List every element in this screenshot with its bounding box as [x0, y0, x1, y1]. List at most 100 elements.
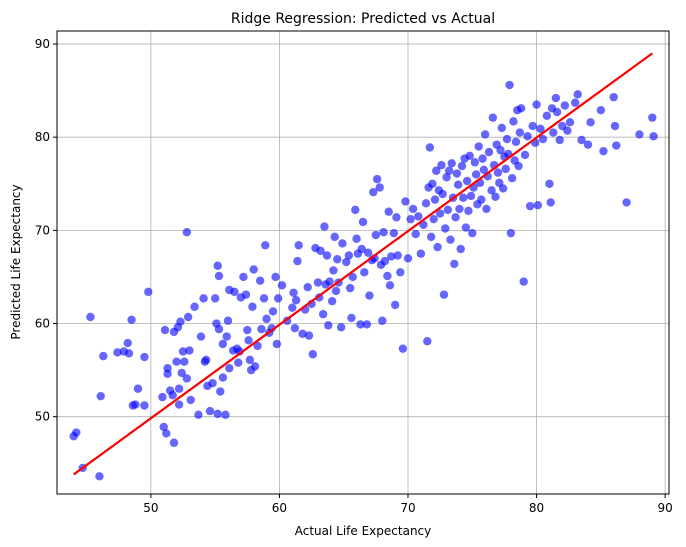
data-point	[298, 329, 307, 338]
data-point	[255, 276, 265, 285]
data-point	[384, 207, 393, 216]
data-point	[484, 147, 494, 157]
data-point	[216, 387, 225, 396]
x-tick-label: 60	[272, 501, 287, 515]
data-point	[507, 173, 517, 183]
data-point	[214, 324, 224, 334]
data-point	[369, 187, 378, 197]
data-point	[72, 428, 81, 437]
data-point	[268, 307, 278, 316]
data-point	[248, 302, 257, 311]
data-point	[329, 266, 338, 275]
data-point	[482, 204, 491, 214]
data-point	[552, 107, 562, 117]
data-point	[528, 121, 537, 131]
data-point	[131, 400, 140, 409]
data-point	[331, 286, 341, 296]
data-point	[403, 254, 413, 263]
data-point	[288, 303, 297, 312]
data-point	[245, 355, 255, 365]
grid	[57, 31, 669, 494]
data-point	[304, 331, 314, 340]
data-point	[172, 357, 181, 366]
data-point	[622, 198, 631, 207]
data-point	[378, 316, 387, 325]
data-point	[213, 409, 222, 419]
data-point	[178, 347, 188, 356]
data-point	[474, 142, 483, 151]
data-point	[365, 291, 374, 300]
data-point	[218, 339, 228, 349]
data-point	[327, 296, 337, 306]
data-point	[461, 223, 471, 232]
data-point	[259, 294, 269, 303]
data-point	[488, 113, 498, 122]
data-point	[243, 325, 252, 335]
data-point	[511, 137, 521, 147]
data-point	[303, 282, 312, 292]
data-point	[213, 261, 222, 270]
data-point	[257, 324, 266, 334]
data-point	[221, 410, 230, 420]
data-point	[487, 186, 496, 195]
data-point	[546, 198, 555, 207]
data-point	[182, 374, 192, 383]
data-point	[563, 126, 572, 135]
data-point	[262, 314, 271, 324]
data-point	[421, 199, 431, 208]
data-point	[113, 348, 122, 357]
data-point	[453, 180, 463, 189]
data-point	[190, 302, 199, 311]
data-point	[289, 288, 298, 297]
data-point	[452, 169, 462, 178]
data-point	[362, 320, 372, 329]
data-point	[551, 93, 561, 103]
data-point	[432, 166, 441, 175]
data-point	[456, 244, 465, 254]
data-point	[199, 294, 208, 303]
y-tick-label: 90	[35, 37, 50, 51]
data-point	[379, 228, 388, 237]
data-point	[516, 104, 526, 113]
data-point	[533, 201, 543, 210]
data-point	[401, 197, 410, 206]
data-point	[457, 161, 467, 171]
data-point	[318, 310, 328, 319]
data-point	[344, 251, 354, 260]
data-point	[498, 184, 508, 193]
data-point	[336, 323, 346, 332]
data-point	[442, 173, 451, 182]
data-point	[273, 294, 283, 303]
data-point	[549, 128, 558, 137]
x-tick-label: 90	[658, 501, 673, 515]
data-point	[294, 241, 303, 250]
data-point	[375, 183, 384, 192]
data-point	[509, 117, 518, 126]
data-point	[277, 281, 287, 290]
data-point	[347, 313, 356, 323]
data-point	[471, 170, 481, 179]
data-point	[437, 160, 446, 170]
data-point	[390, 300, 400, 310]
data-point	[210, 294, 220, 303]
data-point	[86, 312, 95, 322]
data-point	[144, 287, 153, 297]
data-point	[501, 164, 510, 174]
data-point	[320, 222, 329, 231]
data-point	[470, 158, 480, 167]
data-point	[241, 290, 251, 299]
data-point	[425, 143, 435, 152]
data-point	[205, 406, 215, 416]
y-axis-label: Predicted Life Expectancy	[9, 184, 23, 339]
data-point	[515, 128, 525, 137]
data-point	[223, 316, 233, 325]
data-point	[406, 214, 415, 224]
data-point	[133, 384, 143, 393]
data-point	[351, 205, 360, 215]
data-point	[163, 364, 172, 373]
data-point	[380, 256, 390, 266]
axis-ticks: 50 60 70 80 90 50 60 70 80 90	[35, 37, 673, 515]
data-point	[360, 268, 369, 277]
plot-frame	[56, 30, 670, 495]
data-point	[96, 391, 105, 401]
